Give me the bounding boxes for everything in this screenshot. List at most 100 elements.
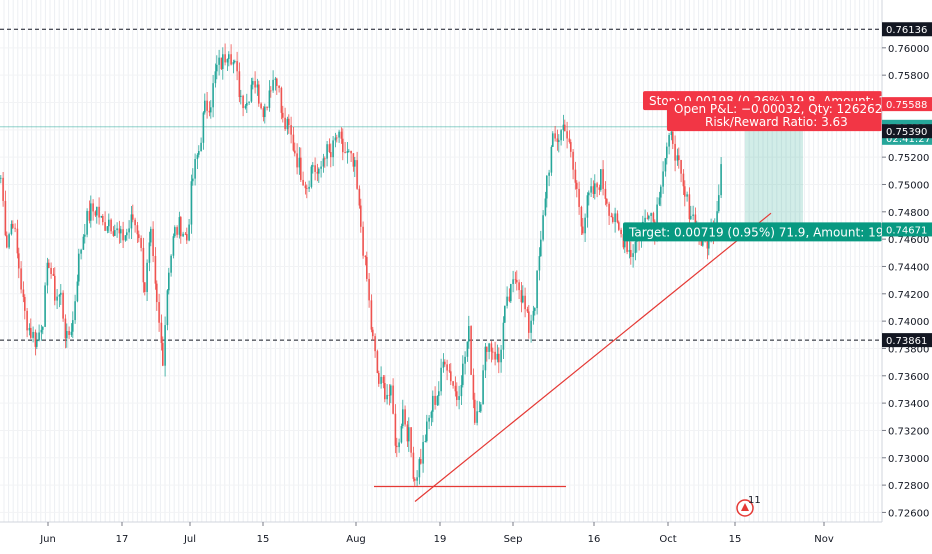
candle[interactable] <box>688 187 691 228</box>
candle[interactable] <box>446 359 448 381</box>
candle[interactable] <box>466 341 469 362</box>
candle[interactable] <box>450 363 452 386</box>
candle[interactable] <box>632 244 634 268</box>
candle[interactable] <box>226 58 229 72</box>
candle[interactable] <box>184 232 187 236</box>
candle[interactable] <box>522 285 524 304</box>
candle[interactable] <box>668 132 670 155</box>
candle[interactable] <box>682 169 685 196</box>
candle[interactable] <box>542 210 544 242</box>
candle[interactable] <box>250 77 253 103</box>
candle[interactable] <box>326 141 328 167</box>
candle[interactable] <box>600 169 602 192</box>
candle[interactable] <box>562 114 565 141</box>
candle[interactable] <box>590 177 592 198</box>
candle[interactable] <box>42 326 44 335</box>
candle[interactable] <box>320 161 322 178</box>
candle[interactable] <box>508 288 511 303</box>
candle[interactable] <box>502 316 505 359</box>
candle[interactable] <box>300 147 302 182</box>
candle[interactable] <box>234 59 236 64</box>
candle[interactable] <box>298 147 301 175</box>
candle[interactable] <box>462 355 464 388</box>
candle[interactable] <box>140 235 142 252</box>
candle[interactable] <box>50 262 52 279</box>
candle[interactable] <box>6 231 8 249</box>
candle[interactable] <box>388 384 391 406</box>
candle[interactable] <box>258 80 260 107</box>
candle[interactable] <box>480 402 482 413</box>
candle[interactable] <box>550 145 553 176</box>
candle[interactable] <box>478 401 481 413</box>
candle[interactable] <box>112 226 115 237</box>
candle[interactable] <box>268 80 271 112</box>
trendline[interactable] <box>414 212 772 502</box>
candle[interactable] <box>720 156 722 198</box>
candle[interactable] <box>564 119 566 132</box>
candle[interactable] <box>602 160 604 196</box>
candle[interactable] <box>454 376 457 397</box>
candle[interactable] <box>138 230 140 243</box>
candle[interactable] <box>144 282 146 296</box>
candle[interactable] <box>416 470 418 487</box>
candle[interactable] <box>160 314 163 351</box>
candle[interactable] <box>440 358 442 396</box>
candle[interactable] <box>30 318 32 340</box>
target-label[interactable]: Target: 0.00719 (0.95%) 71.9, Amount: 19 <box>623 222 883 242</box>
candle[interactable] <box>430 410 433 426</box>
candle[interactable] <box>102 213 104 226</box>
candle[interactable] <box>80 248 82 260</box>
candle[interactable] <box>208 101 211 117</box>
candle[interactable] <box>124 235 127 242</box>
candle[interactable] <box>426 414 428 443</box>
candle[interactable] <box>418 457 421 485</box>
candle[interactable] <box>62 290 64 322</box>
candle[interactable] <box>14 223 16 233</box>
candle[interactable] <box>356 151 358 190</box>
candle[interactable] <box>4 190 7 237</box>
candle[interactable] <box>54 267 56 306</box>
candle[interactable] <box>530 314 532 343</box>
candle[interactable] <box>496 344 499 363</box>
candle[interactable] <box>476 400 478 426</box>
candle[interactable] <box>616 210 619 224</box>
candle[interactable] <box>552 131 554 147</box>
candle[interactable] <box>342 128 344 161</box>
candle[interactable] <box>664 158 667 177</box>
candle[interactable] <box>594 174 596 200</box>
candle[interactable] <box>396 437 398 458</box>
candle[interactable] <box>228 51 230 67</box>
candle[interactable] <box>424 434 427 443</box>
candle[interactable] <box>38 324 40 342</box>
candle[interactable] <box>330 143 332 168</box>
candle[interactable] <box>368 272 370 308</box>
candle[interactable] <box>158 293 160 332</box>
candle[interactable] <box>554 125 556 142</box>
candle[interactable] <box>360 198 362 233</box>
candle[interactable] <box>202 111 205 150</box>
candle[interactable] <box>70 323 73 337</box>
candle[interactable] <box>580 205 583 235</box>
candle[interactable] <box>512 270 514 293</box>
candle[interactable] <box>302 171 304 186</box>
candle[interactable] <box>114 224 116 237</box>
candle[interactable] <box>434 386 436 410</box>
candle[interactable] <box>464 351 466 375</box>
candle[interactable] <box>290 116 292 144</box>
candle[interactable] <box>104 211 106 231</box>
candle[interactable] <box>560 129 562 146</box>
candle[interactable] <box>292 127 295 152</box>
price-label[interactable]: 0.74671 <box>882 222 932 237</box>
candle[interactable] <box>238 62 241 103</box>
candle[interactable] <box>44 282 46 327</box>
candle[interactable] <box>74 294 76 324</box>
candle[interactable] <box>294 142 296 157</box>
candle[interactable] <box>620 227 622 238</box>
candle[interactable] <box>284 107 286 131</box>
candle[interactable] <box>224 43 226 66</box>
candle[interactable] <box>304 181 307 195</box>
candle[interactable] <box>570 139 572 158</box>
candle[interactable] <box>544 191 547 217</box>
candle[interactable] <box>220 57 223 71</box>
